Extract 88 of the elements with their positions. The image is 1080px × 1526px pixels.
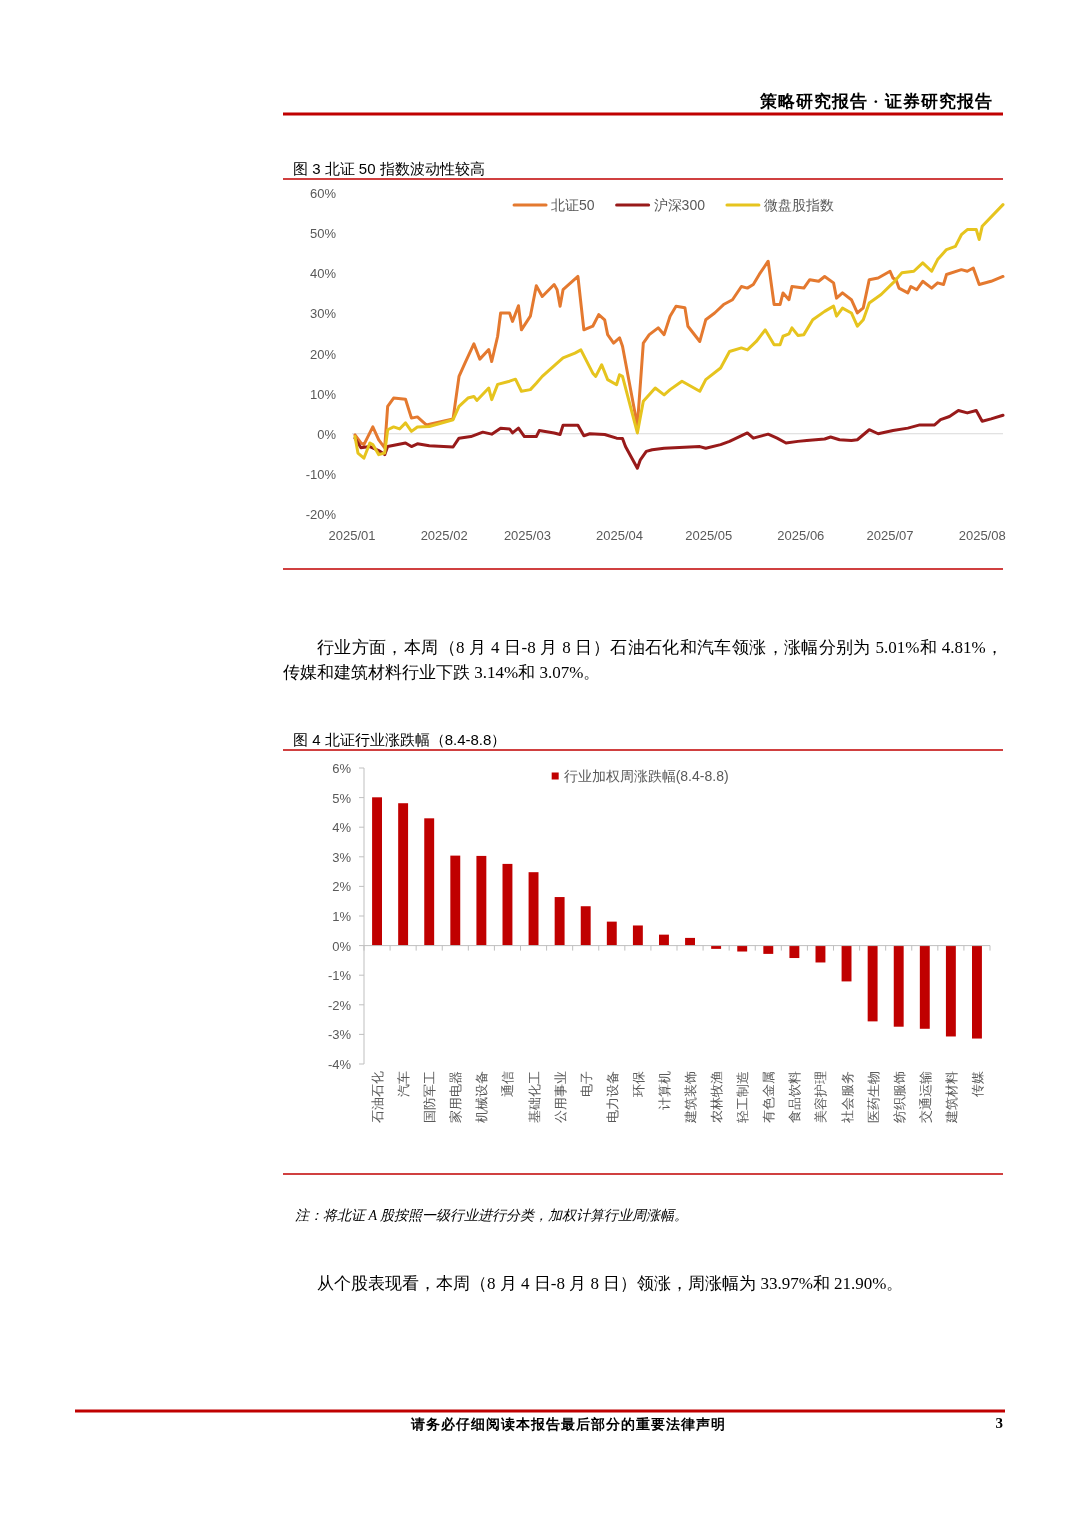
text: 行业方面，本周（8 月 4 日-8 月 8 日）石油石化和汽车领涨，涨幅分别为 5.01%和 4.81%，传媒和建筑材料行业下跌 3.14%和 3.07%。 [283, 637, 1003, 684]
bar [632, 925, 643, 946]
y-tick-label: 0% [332, 938, 352, 954]
y-tick-label: 1% [332, 908, 352, 924]
x-tick-label: 2025/01 [328, 527, 376, 543]
x-tick-label: 2025/04 [596, 527, 644, 543]
x-tick-label: 美容护理 [812, 1071, 828, 1123]
bar [972, 945, 982, 1039]
x-tick-label: 机械设备 [473, 1071, 489, 1123]
line-series [353, 259, 1005, 450]
x-tick-label: 家用电器 [447, 1071, 463, 1123]
x-tick-label: 计算机 [656, 1071, 672, 1110]
y-tick-label: 30% [309, 305, 337, 321]
x-tick-label: 纺织服饰 [891, 1071, 907, 1123]
chart-title: 图 4 北证行业涨跌幅（8.4-8.8） [293, 730, 507, 748]
text: 注：将北证 A 股按照一级行业进行分类，加权计算行业周涨幅。 [295, 1207, 689, 1225]
y-tick-label: 3% [332, 849, 352, 865]
bar [789, 945, 800, 959]
bar [528, 872, 539, 946]
y-tick-label: 5% [332, 790, 352, 806]
x-tick-label: 医药生物 [865, 1071, 881, 1123]
text: 3 [995, 1415, 1003, 1432]
bar [580, 906, 591, 946]
bar [737, 945, 748, 952]
bar [398, 803, 409, 946]
y-tick-label: -4% [327, 1056, 352, 1072]
y-tick-label: -3% [327, 1026, 352, 1042]
bar [372, 797, 382, 946]
bar [450, 855, 461, 946]
y-tick-label: -10% [305, 466, 337, 482]
x-tick-label: 2025/06 [777, 527, 825, 543]
bar [945, 945, 956, 1037]
bar [685, 937, 695, 946]
y-tick-label: 60% [309, 185, 337, 201]
x-tick-label: 2025/05 [685, 527, 733, 543]
y-tick-label: 40% [309, 265, 337, 281]
x-tick-label: 石油石化 [369, 1071, 385, 1123]
text: 从个股表现看，本周（8 月 4 日-8 月 8 日）领涨，周涨幅为 33.97%和 21.90%。 [316, 1273, 905, 1295]
legend-label: 行业加权周涨跌幅(8.4-8.8) [563, 768, 729, 784]
x-tick-label: 有色金属 [760, 1071, 776, 1123]
y-tick-label: 50% [309, 225, 337, 241]
y-tick-label: 10% [309, 386, 337, 402]
x-tick-label: 建筑材料 [943, 1071, 959, 1124]
x-tick-label: 2025/03 [503, 527, 551, 543]
x-tick-label: 轻工制造 [734, 1071, 750, 1123]
x-tick-label: 电力设备 [604, 1071, 620, 1123]
y-tick-label: 6% [332, 760, 352, 776]
bar [606, 921, 617, 946]
text: 策略研究报告 · 证券研究报告 [759, 91, 993, 113]
x-tick-label: 公用事业 [552, 1071, 568, 1123]
y-tick-label: 4% [332, 819, 352, 835]
bar [424, 818, 435, 946]
bar [476, 855, 487, 946]
bar [867, 945, 878, 1022]
y-tick-label: -1% [327, 967, 352, 983]
x-tick-label: 社会服务 [839, 1071, 855, 1123]
line-series [353, 408, 1005, 470]
y-tick-label: 0% [317, 426, 337, 442]
y-tick-label: 2% [332, 878, 352, 894]
x-tick-label: 汽车 [395, 1071, 411, 1097]
x-tick-label: 2025/08 [958, 527, 1006, 543]
y-tick-label: -2% [327, 997, 352, 1013]
x-tick-label: 建筑装饰 [682, 1071, 698, 1124]
x-tick-label: 传媒 [969, 1071, 985, 1097]
x-tick-label: 农林牧渔 [708, 1071, 724, 1123]
bar [919, 945, 930, 1029]
y-tick-label: 20% [309, 346, 337, 361]
bar [763, 945, 774, 954]
bar [659, 934, 669, 946]
x-tick-label: 通信 [499, 1071, 515, 1097]
x-tick-label: 2025/02 [420, 527, 468, 543]
bar [893, 945, 904, 1027]
bar [502, 863, 513, 946]
bar [711, 945, 722, 949]
legend-label: 沪深300 [653, 197, 706, 213]
x-tick-label: 食品饮料 [786, 1071, 802, 1123]
legend-label: 北证50 [551, 197, 595, 213]
x-tick-label: 环保 [630, 1071, 646, 1097]
legend-label: 微盘股指数 [763, 197, 834, 213]
bar [554, 897, 565, 946]
x-tick-label: 电子 [578, 1071, 594, 1097]
x-tick-label: 2025/07 [866, 527, 914, 543]
y-tick-label: -20% [305, 506, 337, 522]
x-tick-label: 交通运输 [917, 1071, 933, 1123]
chart-title: 图 3 北证 50 指数波动性较高 [293, 159, 485, 177]
text: 请务必仔细阅读本报告最后部分的重要法律声明 [409, 1416, 727, 1434]
x-tick-label: 基础化工 [526, 1071, 542, 1123]
x-tick-label: 国防军工 [421, 1071, 437, 1123]
